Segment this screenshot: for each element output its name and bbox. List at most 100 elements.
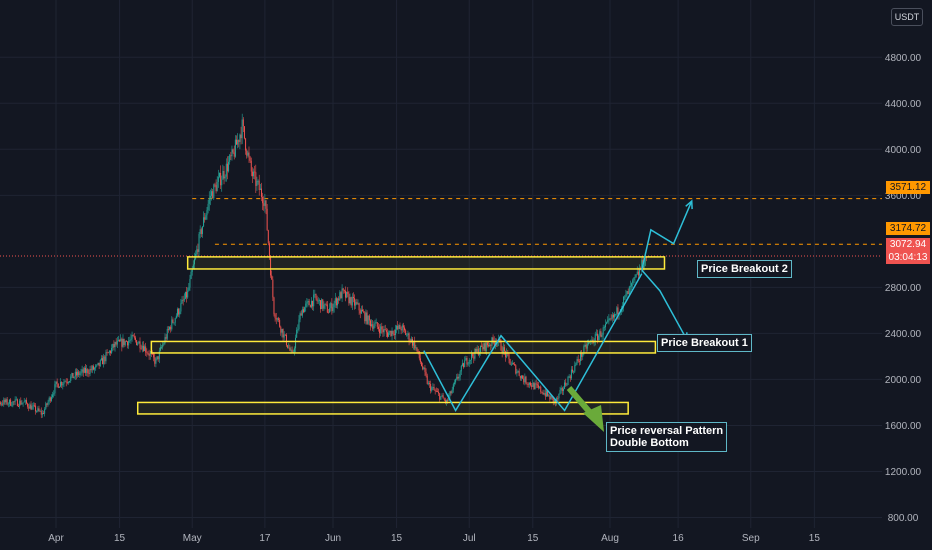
candle-body xyxy=(306,301,308,304)
candle-body xyxy=(49,397,51,401)
candle-body xyxy=(463,363,465,368)
candle-body xyxy=(475,348,477,352)
candle-body xyxy=(77,371,79,376)
candle-body xyxy=(248,152,250,158)
candle-body xyxy=(317,300,319,302)
candle-body xyxy=(609,318,611,320)
candle-body xyxy=(639,269,641,276)
candle-body xyxy=(86,369,88,373)
candle-body xyxy=(615,314,617,315)
candle-body xyxy=(574,364,576,372)
currency-button[interactable]: USDT xyxy=(891,8,923,26)
candle-body xyxy=(182,299,184,301)
candle-body xyxy=(518,371,520,376)
candle-body xyxy=(500,341,502,351)
candle-body xyxy=(614,314,616,318)
candle-body xyxy=(391,330,393,336)
reversal-arrow-head xyxy=(583,405,604,432)
candle-body xyxy=(271,275,273,280)
candle-body xyxy=(481,345,483,347)
candle-body xyxy=(508,354,510,359)
candle-body xyxy=(375,322,377,324)
candle-body xyxy=(565,382,567,386)
candle-body xyxy=(175,315,177,319)
candle-body xyxy=(200,229,202,234)
candle-body xyxy=(266,208,268,231)
candle-body xyxy=(477,348,479,356)
candle-body xyxy=(46,403,48,405)
candle-body xyxy=(64,381,66,383)
candle-body xyxy=(446,400,448,403)
candle-body xyxy=(194,258,196,265)
candle-body xyxy=(247,152,249,156)
candle-body xyxy=(493,340,495,345)
candle-body xyxy=(488,345,490,347)
candle-body xyxy=(553,399,555,403)
candle-body xyxy=(525,376,527,384)
candle-body xyxy=(578,361,580,362)
candle-body xyxy=(119,339,121,342)
candle-body xyxy=(519,375,521,379)
candle-body xyxy=(541,391,543,393)
candle-body xyxy=(561,388,563,392)
candle-body xyxy=(164,337,166,344)
candle-body xyxy=(245,138,247,151)
candle-body xyxy=(120,338,122,342)
candle-body xyxy=(544,393,546,397)
candle-body xyxy=(228,161,230,172)
candle-body xyxy=(351,296,353,306)
candle-body xyxy=(159,347,161,351)
candle-body xyxy=(552,397,554,403)
candle-body xyxy=(16,399,18,407)
price-axis[interactable]: 4800.00 4400.00 4000.00 3600.00 2800.00 2400.… xyxy=(885,53,922,524)
candle-body xyxy=(390,330,392,336)
candle-body xyxy=(499,338,501,342)
double-bottom-pattern xyxy=(423,273,643,413)
candle-body xyxy=(372,324,374,329)
candle-body xyxy=(104,356,106,362)
candle-body xyxy=(564,382,566,389)
candle-body xyxy=(302,309,304,313)
candle-body xyxy=(163,343,165,345)
candle-body xyxy=(153,353,155,358)
candle-body xyxy=(36,411,38,412)
candle-body xyxy=(388,332,390,337)
candle-body xyxy=(358,303,360,311)
candle-body xyxy=(309,305,311,308)
candle-body xyxy=(132,335,134,337)
candle-body xyxy=(21,403,23,405)
candle-body xyxy=(254,171,256,173)
candle-body xyxy=(181,299,183,304)
candle-body xyxy=(15,399,17,401)
candle-body xyxy=(562,388,564,392)
candle-body xyxy=(75,371,77,376)
candle-body xyxy=(457,376,459,379)
candle-body xyxy=(320,300,322,310)
candle-body xyxy=(99,360,101,366)
candle-body xyxy=(315,293,317,299)
candle-body xyxy=(203,217,205,227)
candle-body xyxy=(122,338,124,347)
candle-body xyxy=(279,319,281,327)
candle-body xyxy=(297,329,299,331)
candle-body xyxy=(422,366,424,369)
candle-body xyxy=(604,323,606,328)
candle-body xyxy=(560,388,562,391)
candle-body xyxy=(581,352,583,357)
candle-body xyxy=(63,381,65,384)
candle-body xyxy=(192,264,194,270)
candle-body xyxy=(288,347,290,349)
candle-body xyxy=(300,313,302,316)
candle-body xyxy=(628,286,630,295)
candle-body xyxy=(276,318,278,320)
candle-body xyxy=(140,348,142,350)
candle-body xyxy=(406,334,408,336)
candle-body xyxy=(165,337,167,339)
y-tick-label: 4000.00 xyxy=(885,145,922,156)
candle-body xyxy=(52,394,54,398)
time-axis[interactable]: Apr 15 May 17 Jun 15 Jul 15 Aug 16 Sep 15 xyxy=(48,533,820,544)
candle-body xyxy=(199,229,201,235)
candle-body xyxy=(373,326,375,329)
candle-body xyxy=(204,217,206,220)
